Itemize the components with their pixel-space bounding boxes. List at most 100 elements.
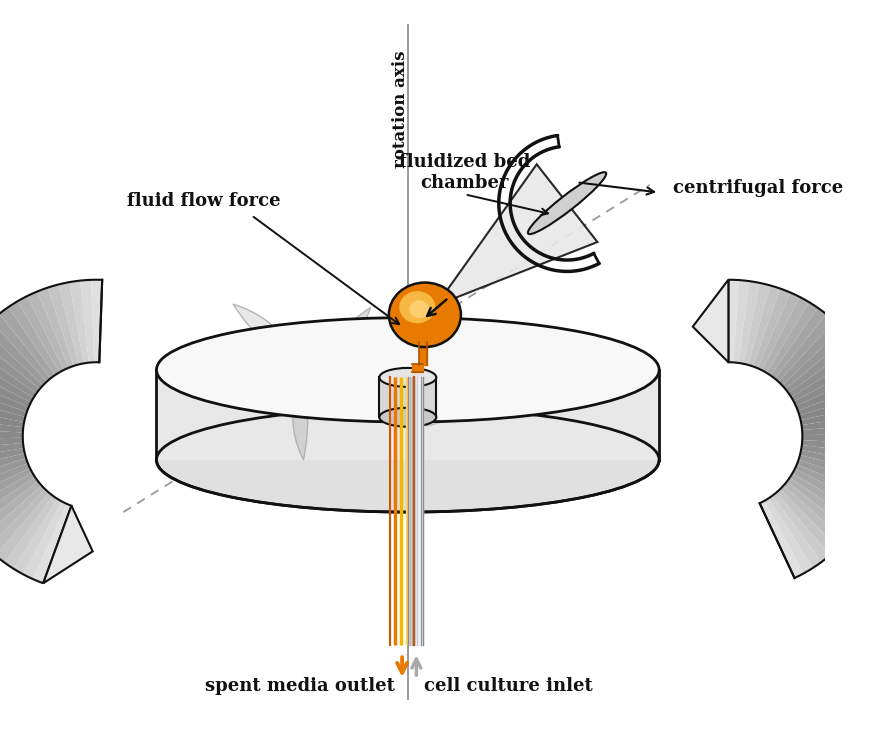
Polygon shape — [426, 384, 516, 426]
Ellipse shape — [379, 408, 435, 427]
Ellipse shape — [399, 291, 434, 323]
Polygon shape — [727, 280, 738, 362]
Polygon shape — [793, 465, 869, 506]
Polygon shape — [0, 428, 23, 439]
Polygon shape — [742, 283, 769, 365]
Polygon shape — [800, 445, 869, 465]
Polygon shape — [0, 473, 35, 523]
Polygon shape — [0, 489, 49, 556]
Polygon shape — [781, 328, 848, 389]
Polygon shape — [303, 308, 370, 375]
Polygon shape — [793, 363, 869, 406]
Ellipse shape — [527, 172, 606, 234]
Polygon shape — [0, 463, 30, 504]
Polygon shape — [379, 377, 435, 417]
Polygon shape — [8, 301, 59, 375]
Polygon shape — [795, 372, 869, 410]
Polygon shape — [766, 302, 817, 375]
Polygon shape — [692, 280, 727, 362]
Polygon shape — [0, 485, 45, 548]
Text: centrifugal force: centrifugal force — [673, 179, 843, 196]
Polygon shape — [785, 336, 854, 393]
Polygon shape — [757, 292, 799, 370]
Polygon shape — [786, 478, 857, 532]
Polygon shape — [0, 417, 23, 432]
Polygon shape — [0, 438, 23, 450]
Polygon shape — [0, 314, 50, 382]
Polygon shape — [0, 365, 31, 407]
Polygon shape — [770, 308, 826, 378]
Polygon shape — [91, 280, 102, 362]
Polygon shape — [0, 346, 36, 398]
Polygon shape — [763, 498, 813, 573]
Polygon shape — [156, 370, 659, 460]
Polygon shape — [0, 443, 23, 461]
Polygon shape — [0, 328, 43, 389]
Polygon shape — [0, 355, 34, 402]
Text: spent media outlet: spent media outlet — [204, 677, 394, 695]
Polygon shape — [43, 506, 93, 583]
Polygon shape — [778, 321, 841, 386]
Polygon shape — [761, 297, 808, 373]
Polygon shape — [27, 292, 69, 370]
Polygon shape — [13, 499, 62, 574]
Polygon shape — [799, 450, 869, 476]
Polygon shape — [0, 337, 39, 394]
Polygon shape — [0, 482, 42, 540]
Polygon shape — [779, 485, 844, 548]
Polygon shape — [789, 474, 863, 523]
Polygon shape — [293, 375, 308, 460]
Polygon shape — [801, 440, 869, 455]
Polygon shape — [0, 375, 29, 412]
Polygon shape — [23, 501, 67, 579]
Polygon shape — [0, 385, 27, 417]
Polygon shape — [799, 392, 869, 420]
Polygon shape — [0, 453, 26, 483]
Polygon shape — [435, 164, 597, 306]
Polygon shape — [0, 307, 55, 378]
Polygon shape — [799, 402, 869, 425]
Polygon shape — [759, 501, 803, 578]
Polygon shape — [733, 280, 748, 363]
Polygon shape — [48, 284, 78, 366]
Polygon shape — [0, 458, 28, 493]
Polygon shape — [0, 477, 38, 531]
Polygon shape — [37, 287, 74, 368]
Polygon shape — [58, 282, 83, 364]
Polygon shape — [792, 469, 868, 515]
Polygon shape — [798, 455, 869, 486]
Polygon shape — [787, 345, 860, 397]
Polygon shape — [747, 285, 779, 366]
Polygon shape — [80, 280, 94, 363]
Polygon shape — [0, 406, 24, 427]
Ellipse shape — [156, 317, 659, 422]
Polygon shape — [796, 460, 869, 496]
Ellipse shape — [388, 282, 461, 347]
Polygon shape — [775, 489, 837, 555]
Polygon shape — [801, 434, 869, 444]
Polygon shape — [33, 504, 71, 583]
Text: fluid flow force: fluid flow force — [127, 192, 281, 210]
Polygon shape — [800, 413, 869, 430]
Polygon shape — [0, 321, 47, 386]
Polygon shape — [0, 493, 53, 562]
Polygon shape — [0, 396, 25, 422]
Polygon shape — [0, 468, 32, 513]
Polygon shape — [69, 281, 89, 364]
Polygon shape — [17, 296, 63, 372]
Polygon shape — [797, 382, 869, 416]
Text: rotation axis: rotation axis — [391, 51, 408, 168]
Polygon shape — [767, 496, 821, 568]
Ellipse shape — [379, 368, 435, 387]
Ellipse shape — [408, 301, 428, 318]
Text: fluidized bed
chamber: fluidized bed chamber — [399, 153, 530, 192]
Polygon shape — [233, 304, 303, 375]
Polygon shape — [4, 496, 57, 569]
Polygon shape — [790, 353, 866, 402]
Ellipse shape — [156, 408, 659, 512]
Polygon shape — [783, 482, 851, 540]
Polygon shape — [801, 423, 869, 435]
Text: cell culture inlet: cell culture inlet — [423, 677, 592, 695]
Polygon shape — [752, 289, 789, 368]
Polygon shape — [773, 314, 833, 382]
